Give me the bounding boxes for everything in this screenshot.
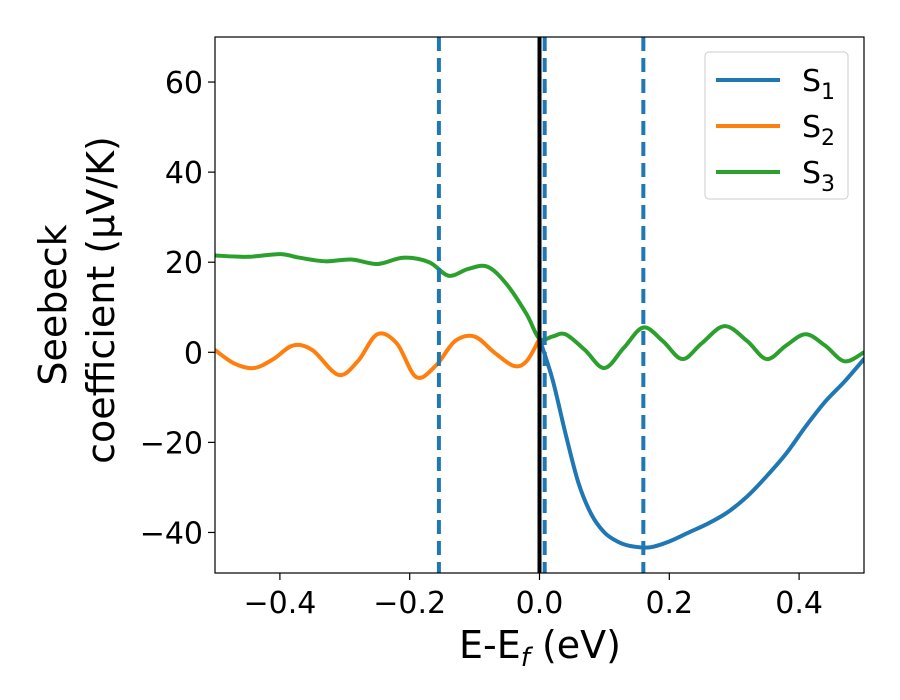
series-line-s3	[215, 252, 864, 371]
x-tick-label: 0.2	[645, 586, 693, 621]
x-tick-label: 0.0	[516, 586, 564, 621]
x-axis-title-suffix: (eV)	[530, 623, 621, 667]
y-tick-label: 20	[165, 246, 203, 281]
y-axis-title-line1: Seebeck	[31, 224, 75, 385]
x-tick-label: −0.2	[373, 586, 446, 621]
y-tick-label: 0	[184, 336, 203, 371]
axis-ticks: −0.4 −0.2 0.0 0.2 0.4 −40 −20 0 20 40 60	[140, 66, 823, 621]
series-line-s2	[215, 331, 542, 380]
plot-lines	[215, 37, 864, 573]
x-tick-label: −0.4	[243, 586, 316, 621]
y-tick-label: −20	[140, 426, 203, 461]
x-tick-label: 0.4	[775, 586, 823, 621]
legend-label-s2: S2	[802, 110, 835, 151]
y-axis-title-line2: coefficient (μV/K)	[79, 136, 123, 464]
series-line-s1	[537, 336, 864, 550]
legend-label-s1: S1	[802, 64, 835, 105]
y-tick-label: 40	[165, 156, 203, 191]
x-axis-title-main: E-E	[459, 623, 521, 667]
legend-label-s3: S3	[802, 156, 835, 197]
y-tick-label: −40	[140, 516, 203, 551]
x-axis-title: E-Ef (eV)	[459, 623, 621, 673]
legend: S1 S2 S3	[704, 51, 849, 200]
y-tick-label: 60	[165, 66, 203, 101]
